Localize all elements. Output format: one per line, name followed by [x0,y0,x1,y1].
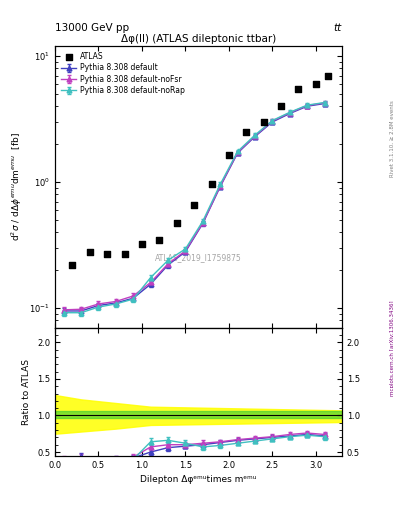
ATLAS [139,241,145,249]
ATLAS [295,84,301,93]
Text: ATLAS_2019_I1759875: ATLAS_2019_I1759875 [155,253,242,262]
ATLAS [278,102,284,110]
ATLAS [104,250,110,258]
Text: 13000 GeV pp: 13000 GeV pp [55,23,129,33]
Y-axis label: d$^2\sigma$ / d$\Delta\phi^{emu}$dm$^{emu}$  [fb]: d$^2\sigma$ / d$\Delta\phi^{emu}$dm$^{em… [9,133,24,241]
ATLAS [261,118,267,126]
ATLAS [313,80,319,88]
ATLAS [121,250,128,258]
ATLAS [156,236,162,244]
ATLAS [69,261,75,269]
ATLAS [243,128,250,136]
Legend: ATLAS, Pythia 8.308 default, Pythia 8.308 default-noFsr, Pythia 8.308 default-no: ATLAS, Pythia 8.308 default, Pythia 8.30… [59,50,187,97]
Text: Rivet 3.1.10, ≥ 2.8M events: Rivet 3.1.10, ≥ 2.8M events [390,100,393,177]
Y-axis label: Ratio to ATLAS: Ratio to ATLAS [22,359,31,424]
ATLAS [208,180,215,188]
Title: Δφ(ll) (ATLAS dileptonic ttbar): Δφ(ll) (ATLAS dileptonic ttbar) [121,34,276,44]
ATLAS [325,72,331,80]
Text: mcplots.cern.ch [arXiv:1306.3436]: mcplots.cern.ch [arXiv:1306.3436] [390,301,393,396]
ATLAS [86,248,93,256]
ATLAS [174,219,180,227]
ATLAS [191,201,197,209]
X-axis label: Dilepton Δφᵉᵐᵘtimes mᵉᵐᵘ: Dilepton Δφᵉᵐᵘtimes mᵉᵐᵘ [140,475,257,484]
Text: tt: tt [334,23,342,33]
ATLAS [226,151,232,159]
